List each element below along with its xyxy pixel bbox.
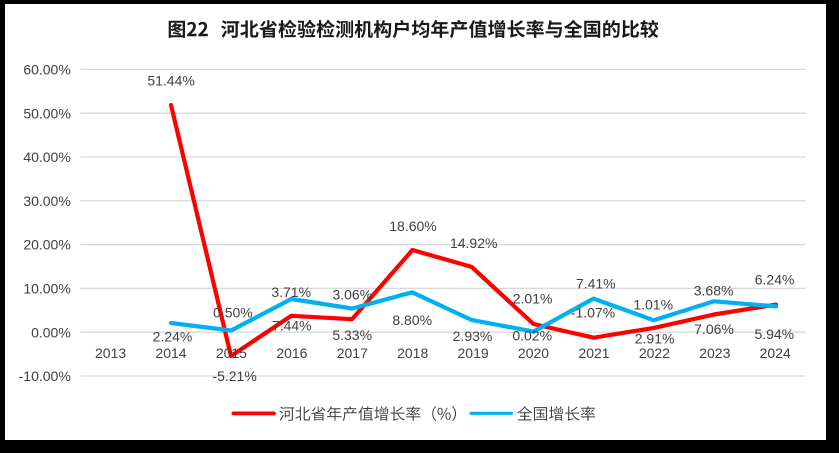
- svg-text:2022: 2022: [639, 345, 670, 361]
- svg-text:2021: 2021: [578, 345, 609, 361]
- svg-text:8.80%: 8.80%: [392, 312, 432, 328]
- svg-text:6.24%: 6.24%: [755, 271, 795, 287]
- svg-text:7.44%: 7.44%: [272, 317, 312, 333]
- svg-text:0.50%: 0.50%: [213, 304, 253, 320]
- svg-text:40.00%: 40.00%: [23, 149, 70, 165]
- svg-text:2.93%: 2.93%: [453, 328, 493, 344]
- svg-text:14.92%: 14.92%: [450, 235, 497, 251]
- svg-text:2020: 2020: [518, 345, 549, 361]
- svg-text:2.24%: 2.24%: [153, 329, 193, 345]
- svg-text:3.68%: 3.68%: [694, 282, 734, 298]
- svg-text:-1.07%: -1.07%: [571, 304, 615, 320]
- svg-text:2017: 2017: [337, 345, 368, 361]
- svg-text:0.02%: 0.02%: [512, 328, 552, 344]
- svg-text:1.01%: 1.01%: [633, 297, 673, 313]
- svg-text:2015: 2015: [216, 345, 247, 361]
- svg-text:20.00%: 20.00%: [23, 237, 70, 253]
- svg-text:-10.00%: -10.00%: [19, 368, 71, 384]
- svg-text:51.44%: 51.44%: [147, 73, 194, 89]
- svg-text:-5.21%: -5.21%: [212, 368, 256, 384]
- svg-text:3.06%: 3.06%: [332, 287, 372, 303]
- svg-text:0.00%: 0.00%: [31, 324, 71, 340]
- svg-text:2018: 2018: [397, 345, 428, 361]
- svg-text:5.33%: 5.33%: [332, 327, 372, 343]
- svg-text:2019: 2019: [458, 345, 489, 361]
- svg-text:2014: 2014: [155, 345, 186, 361]
- svg-text:18.60%: 18.60%: [389, 218, 436, 234]
- svg-text:30.00%: 30.00%: [23, 193, 70, 209]
- svg-text:2016: 2016: [276, 345, 307, 361]
- svg-text:2.01%: 2.01%: [513, 290, 553, 306]
- svg-text:2023: 2023: [699, 345, 730, 361]
- svg-text:2013: 2013: [95, 345, 126, 361]
- svg-text:50.00%: 50.00%: [23, 105, 70, 121]
- svg-text:7.41%: 7.41%: [576, 276, 616, 292]
- svg-text:60.00%: 60.00%: [23, 62, 70, 78]
- svg-text:2.91%: 2.91%: [635, 331, 675, 347]
- svg-text:2024: 2024: [760, 345, 791, 361]
- svg-text:3.71%: 3.71%: [271, 284, 311, 300]
- svg-text:7.06%: 7.06%: [694, 321, 734, 337]
- svg-text:5.94%: 5.94%: [754, 326, 794, 342]
- svg-text:10.00%: 10.00%: [23, 281, 70, 297]
